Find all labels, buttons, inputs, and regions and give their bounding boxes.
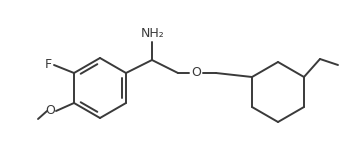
Text: O: O [191, 67, 201, 79]
Text: O: O [45, 105, 55, 117]
Text: NH₂: NH₂ [141, 27, 165, 40]
Text: F: F [44, 59, 52, 71]
